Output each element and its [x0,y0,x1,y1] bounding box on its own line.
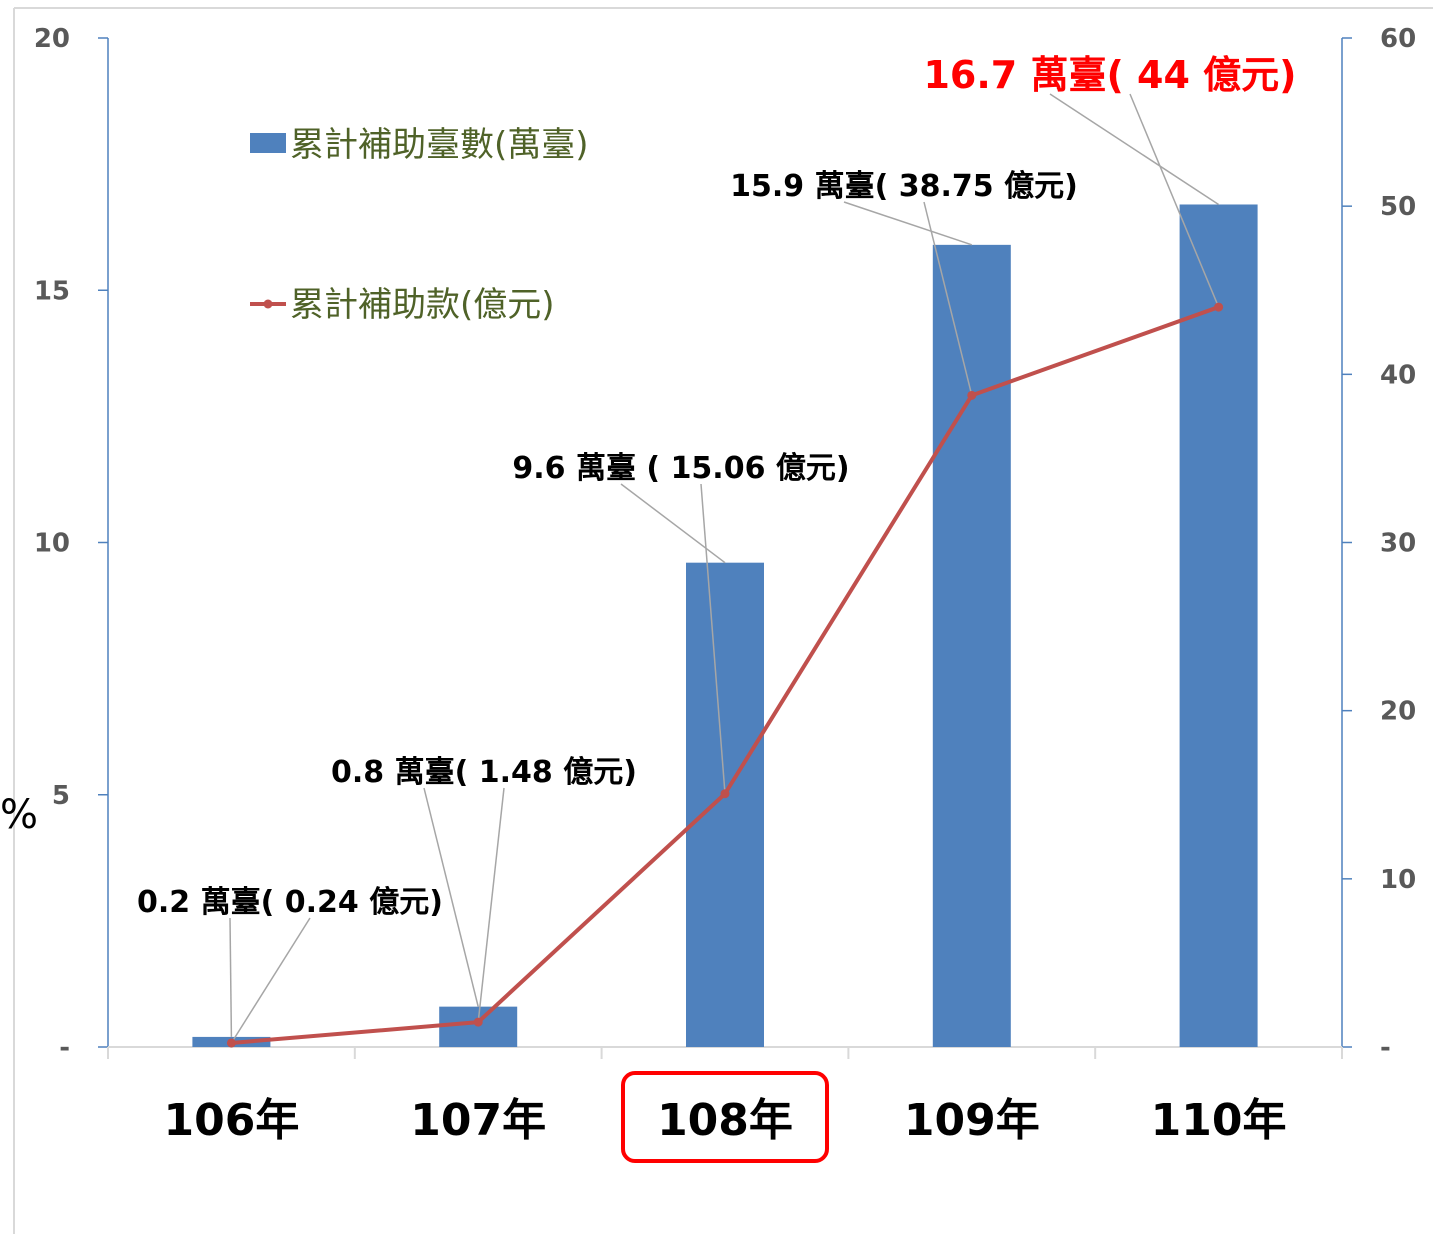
y-left-tick-label: 10 [34,529,70,559]
bar [932,244,1011,1048]
data-label: 0.2 萬臺( 0.24 億元) [137,885,443,920]
data-label: 16.7 萬臺( 44 億元) [923,53,1296,97]
leader-line-bar [423,787,479,1007]
leader-lines-group [229,93,1220,1044]
x-category-label: 110年 [1151,1095,1287,1146]
y-right-tick-label: 50 [1380,192,1416,222]
line-point [473,1017,483,1027]
legend-label-line: 累計補助款(億元) [290,285,555,325]
line-point [1214,302,1224,312]
leader-line-bar [843,201,973,246]
leader-line-bar [620,483,726,564]
bar [439,1006,518,1047]
leader-line-bar [1049,93,1220,206]
bars-group [192,204,1258,1048]
x-category-label: 107年 [410,1095,546,1146]
legend-group: 累計補助臺數(萬臺) 累計補助款(億元) [250,125,589,325]
leader-line-point [923,201,973,396]
data-labels-group: 0.2 萬臺( 0.24 億元) 0.8 萬臺( 1.48 億元) 9.6 萬臺 (… [137,53,1296,920]
y-left-tick-label: 5 [52,781,70,811]
y-right-tick-label: 30 [1380,529,1416,559]
leader-line-point [700,483,726,794]
side-percent-text: % [0,792,39,838]
x-category-label: 106年 [163,1095,299,1146]
y-left-tick-label: 20 [34,24,70,54]
legend-label-bar: 累計補助臺數(萬臺) [290,125,589,165]
data-label: 9.6 萬臺 ( 15.06 億元) [512,451,849,486]
bar [686,562,764,1047]
axes-group: - 5 10 15 20 - 10 20 30 40 50 60 106年 107年 108年 109年 110… [13,7,1433,1234]
y-left-tick-label: - [59,1033,70,1063]
y-right-tick-label: - [1380,1033,1391,1063]
data-label: 0.8 萬臺( 1.48 億元) [331,755,637,790]
leader-line-bar [229,917,233,1037]
data-label: 15.9 萬臺( 38.75 億元) [730,169,1078,204]
leader-line-point [1129,93,1220,308]
line-point [967,390,977,400]
y-right-tick-label: 10 [1380,865,1416,895]
legend-swatch-bar [250,133,286,153]
x-category-label: 108年 [657,1095,793,1146]
bar [1179,204,1258,1048]
y-left-tick-label: 15 [34,276,70,306]
leader-line-point [477,787,505,1023]
line-point [226,1038,236,1048]
line-series-group [226,302,1224,1048]
legend-swatch-marker [263,299,273,309]
y-right-tick-label: 20 [1380,697,1416,727]
y-right-tick-label: 40 [1380,360,1416,390]
y-right-tick-label: 60 [1380,24,1416,54]
x-category-highlight-box [621,1071,829,1163]
leader-line-point [230,917,311,1044]
x-category-label: 109年 [904,1095,1040,1146]
line-point [720,789,730,799]
